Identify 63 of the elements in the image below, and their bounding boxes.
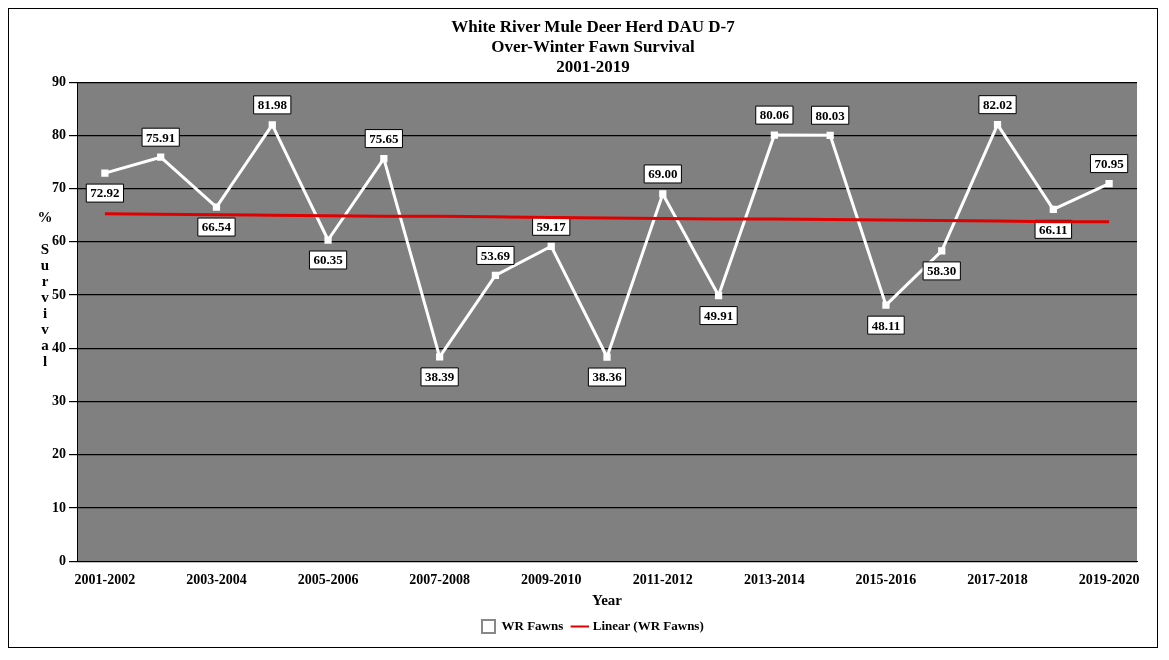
text: 58.30 — [927, 263, 957, 279]
point — [1105, 179, 1113, 188]
y-tick-label: 40 — [52, 339, 66, 355]
text: 75.65 — [369, 130, 399, 146]
text: 59.17 — [536, 218, 566, 234]
x-tick-label: 2011-2012 — [632, 572, 693, 588]
point — [659, 190, 667, 198]
text: 75.91 — [146, 129, 176, 145]
x-tick-label: 2015-2016 — [855, 572, 917, 588]
x-tick-label: 2019-2020 — [1078, 572, 1140, 588]
text: 66.54 — [201, 219, 232, 235]
text: 53.69 — [480, 247, 511, 263]
point — [770, 131, 778, 139]
text: 38.36 — [592, 369, 622, 385]
y-tick-label: 70 — [52, 180, 66, 196]
text: 48.11 — [871, 317, 901, 333]
point — [547, 242, 555, 250]
text: 66.11 — [1039, 221, 1068, 237]
x-tick-label: 2005-2006 — [297, 572, 359, 588]
y-tick-label: 60 — [52, 233, 66, 249]
text: 82.02 — [982, 97, 1013, 113]
point — [491, 271, 500, 280]
y-tick-label: 0 — [59, 552, 66, 568]
point — [993, 121, 1002, 129]
x-tick-label: 2013-2014 — [744, 572, 805, 588]
point — [882, 301, 890, 309]
text: 70.95 — [1094, 155, 1124, 171]
x-tick-label: 2009-2010 — [520, 572, 582, 588]
text: 81.98 — [257, 97, 287, 113]
x-tick-label: 2017-2018 — [967, 572, 1028, 588]
text: 69.00 — [648, 166, 678, 182]
text: 80.03 — [815, 107, 845, 123]
point — [826, 131, 834, 139]
chart-title: White River Mule Deer Herd DAU D-7 Over-Winter Fawn Survival 2001-2019 — [451, 16, 736, 77]
text: 60.35 — [313, 252, 343, 268]
text: 72.92 — [90, 185, 120, 201]
text: 80.06 — [759, 107, 789, 123]
point — [938, 247, 946, 255]
point — [157, 153, 165, 161]
legend-label: WR Fawns — [501, 617, 564, 633]
point — [324, 236, 332, 244]
y-tick-label: 30 — [52, 393, 66, 409]
legend-label: Linear (WR Fawns) — [592, 617, 704, 633]
x-tick-label: 2001-2002 — [74, 572, 136, 588]
y-axis-title: % Survival — [37, 209, 53, 369]
text: 49.91 — [703, 307, 734, 323]
point — [714, 291, 723, 300]
y-tick-label: 20 — [52, 446, 66, 462]
x-tick-label: 2007-2008 — [409, 572, 470, 588]
y-tick-label: 10 — [52, 499, 66, 515]
point — [212, 203, 221, 211]
y-tick-label: 50 — [52, 286, 66, 302]
y-tick-label: 90 — [52, 73, 66, 89]
y-tick-label: 80 — [52, 127, 66, 143]
x-tick-label: 2003-2004 — [186, 572, 247, 588]
point — [380, 154, 388, 163]
point — [101, 169, 109, 177]
point — [436, 353, 444, 361]
point — [268, 121, 276, 129]
point — [1049, 205, 1057, 213]
text: 38.39 — [425, 369, 455, 385]
point — [603, 353, 611, 361]
x-axis-title: Year — [592, 591, 623, 608]
